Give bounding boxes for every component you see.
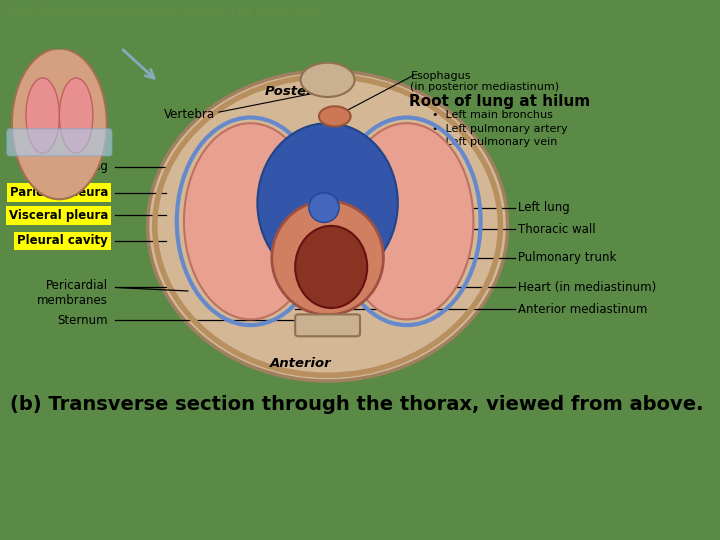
Text: Anterior mediastinum: Anterior mediastinum [518,303,648,316]
Text: Figure 13.4b Anatomical relationships of organs in the thoracic cavity.: Figure 13.4b Anatomical relationships of… [7,7,325,16]
Ellipse shape [148,71,508,381]
Circle shape [319,106,351,126]
Text: Anterior: Anterior [270,357,332,370]
Text: Right lung: Right lung [47,160,108,173]
Text: •  Left pulmonary vein: • Left pulmonary vein [432,137,557,147]
Text: Pulmonary trunk: Pulmonary trunk [518,251,617,264]
Text: Vertebra: Vertebra [163,109,215,122]
Ellipse shape [271,201,384,315]
Text: Pericardial
membranes: Pericardial membranes [37,279,108,307]
Text: Pleural cavity: Pleural cavity [17,234,108,247]
Ellipse shape [59,78,93,153]
Text: Thoracic wall: Thoracic wall [518,222,596,235]
Ellipse shape [295,226,367,308]
Text: Heart (in mediastinum): Heart (in mediastinum) [518,281,657,294]
Ellipse shape [184,123,317,319]
Text: Root of lung at hilum: Root of lung at hilum [409,94,590,110]
Ellipse shape [340,123,474,319]
Text: Parietal pleura: Parietal pleura [9,186,108,199]
Ellipse shape [12,49,107,199]
Text: Visceral pleura: Visceral pleura [9,209,108,222]
Ellipse shape [258,123,397,283]
Text: Posterior: Posterior [264,85,333,98]
Text: Sternum: Sternum [58,314,108,327]
Text: Left lung: Left lung [518,201,570,214]
Text: Esophagus
(in posterior mediastinum): Esophagus (in posterior mediastinum) [410,71,559,92]
Text: •  Left main bronchus: • Left main bronchus [432,110,553,120]
Ellipse shape [26,78,60,153]
Text: •  Left pulmonary artery: • Left pulmonary artery [432,124,567,134]
Ellipse shape [301,63,355,97]
Text: (b) Transverse section through the thorax, viewed from above.: (b) Transverse section through the thora… [10,395,704,415]
FancyBboxPatch shape [7,129,112,156]
FancyBboxPatch shape [295,314,360,336]
Ellipse shape [309,193,339,222]
